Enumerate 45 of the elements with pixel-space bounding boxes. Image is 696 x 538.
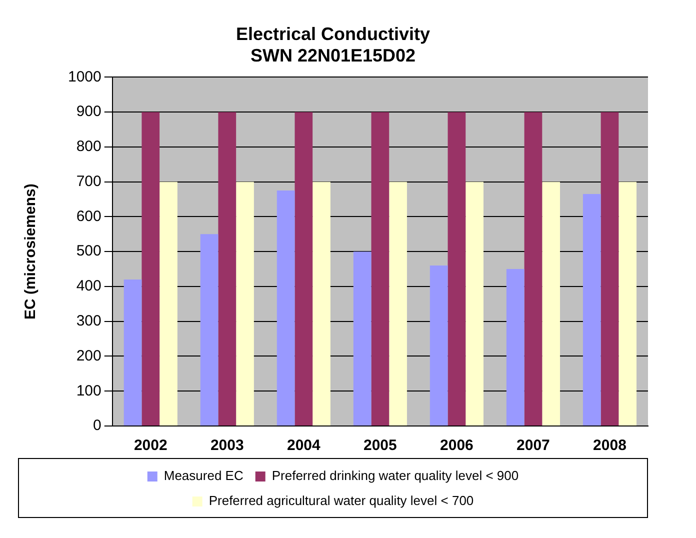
bar [124, 280, 142, 426]
y-tick-label: 700 [76, 172, 102, 190]
bar [142, 112, 160, 426]
bar [600, 112, 619, 426]
x-tick-label: 2007 [516, 437, 550, 454]
bar [466, 182, 484, 426]
bar [524, 112, 542, 426]
y-tick-label: 1000 [68, 68, 102, 86]
bar [542, 182, 560, 426]
bar [389, 182, 407, 426]
legend-label: Preferred drinking water quality level < 900 [272, 468, 519, 484]
y-tick-label: 200 [76, 347, 102, 364]
y-tick-label: 600 [76, 208, 102, 225]
y-axis-title: EC (microsiemens) [22, 184, 40, 320]
bar [371, 112, 390, 426]
bar [312, 182, 330, 426]
x-tick-label: 2004 [286, 437, 322, 454]
bar [430, 266, 448, 426]
x-tick-label: 2003 [210, 437, 244, 454]
bar [448, 112, 466, 426]
bar [294, 112, 313, 426]
bar [506, 269, 524, 426]
bar [582, 194, 601, 426]
x-tick-label: 2005 [363, 437, 397, 454]
x-tick-label: 2008 [593, 437, 626, 454]
bar [200, 234, 218, 426]
legend-label: Measured EC [164, 468, 244, 484]
y-tick-label: 0 [93, 417, 102, 434]
chart-subtitle: SWN 22N01E15D02 [250, 45, 416, 66]
y-tick-label: 400 [76, 278, 102, 295]
y-tick-label: 800 [76, 138, 102, 156]
bar [353, 252, 372, 426]
y-tick-label: 500 [76, 242, 102, 260]
bar [618, 182, 637, 426]
bar [276, 190, 295, 426]
y-tick-label: 900 [76, 103, 102, 120]
bar [160, 182, 178, 426]
y-tick-label: 100 [76, 382, 102, 400]
bar [218, 112, 236, 426]
chart-title: Electrical Conductivity [236, 24, 430, 44]
x-tick-label: 2002 [134, 437, 168, 454]
x-tick-label: 2006 [440, 437, 474, 454]
bar [236, 182, 254, 426]
y-tick-label: 300 [76, 312, 102, 330]
legend-label: Preferred agricultural water quality level < 700 [208, 493, 474, 508]
